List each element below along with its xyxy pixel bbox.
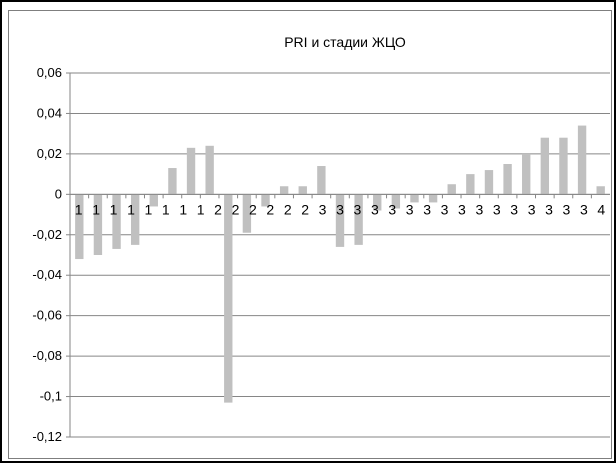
x-category-label: 2 xyxy=(284,201,292,217)
x-category-label: 3 xyxy=(580,201,588,217)
bar xyxy=(503,164,512,195)
y-tick-label: -0,08 xyxy=(32,348,62,363)
bar xyxy=(149,194,158,207)
bar xyxy=(261,194,270,207)
bar xyxy=(335,194,345,247)
bar xyxy=(205,145,214,195)
axes xyxy=(69,73,610,437)
x-category-label: 1 xyxy=(162,201,170,217)
x-category-label: 2 xyxy=(266,201,274,217)
bar xyxy=(112,194,121,249)
x-category-label: 1 xyxy=(127,201,135,217)
bar xyxy=(354,194,363,245)
x-category-label: 1 xyxy=(197,201,205,217)
bar xyxy=(522,153,531,195)
y-tick-label: -0,04 xyxy=(32,267,62,282)
bar xyxy=(168,168,177,195)
x-category-label: 3 xyxy=(441,201,449,217)
x-category-label: 3 xyxy=(336,201,344,217)
bar xyxy=(93,194,103,255)
bar xyxy=(540,137,550,195)
y-axis-tick-labels: 0,06 0,04 0,02 0 -0,02 -0,04 -0,06 -0,08 -0,1 -0,… xyxy=(32,65,62,444)
x-category-label: 2 xyxy=(214,201,222,217)
bar xyxy=(186,147,196,195)
bar xyxy=(596,186,605,195)
y-tick-label: -0,02 xyxy=(32,227,62,242)
bar xyxy=(484,170,494,195)
bar xyxy=(279,186,289,195)
x-category-label: 3 xyxy=(563,201,571,217)
x-category-label: 1 xyxy=(144,201,152,217)
x-category-label: 2 xyxy=(232,201,240,217)
chart-title: PRI и стадии ЖЦО xyxy=(284,34,406,50)
bar xyxy=(428,194,438,203)
x-category-label: 1 xyxy=(179,201,187,217)
bar xyxy=(242,194,252,233)
bar xyxy=(466,174,475,195)
x-category-label: 3 xyxy=(406,201,414,217)
x-category-label: 3 xyxy=(545,201,553,217)
bar xyxy=(410,194,419,203)
bar xyxy=(373,194,382,211)
y-tick-label: -0,06 xyxy=(32,308,62,323)
x-category-label: 2 xyxy=(301,201,309,217)
x-category-label: 3 xyxy=(423,201,431,217)
x-category-label: 3 xyxy=(319,201,327,217)
x-category-label: 3 xyxy=(493,201,501,217)
x-category-label: 1 xyxy=(75,201,83,217)
bar xyxy=(391,194,401,209)
bar xyxy=(577,125,587,195)
y-tick-label: -0,12 xyxy=(32,429,62,444)
x-category-label: 4 xyxy=(597,201,605,217)
bar xyxy=(317,166,326,195)
y-tick-label: 0,02 xyxy=(37,146,62,161)
bar xyxy=(447,184,456,195)
y-tick-label: 0 xyxy=(55,186,62,201)
x-category-label: 2 xyxy=(249,201,257,217)
y-tick-label: 0,04 xyxy=(37,105,62,120)
x-category-label: 3 xyxy=(475,201,483,217)
x-category-label: 3 xyxy=(528,201,536,217)
x-category-label: 3 xyxy=(354,201,362,217)
x-category-label: 3 xyxy=(371,201,379,217)
y-tick-label: -0,1 xyxy=(40,389,62,404)
x-category-label: 3 xyxy=(388,201,396,217)
x-category-label: 1 xyxy=(92,201,100,217)
gridlines xyxy=(66,72,610,438)
bar xyxy=(130,194,140,245)
bar xyxy=(559,137,568,195)
y-tick-label: 0,06 xyxy=(37,65,62,80)
x-category-label: 3 xyxy=(510,201,518,217)
bar xyxy=(298,186,307,195)
bar xyxy=(224,194,233,403)
x-category-label: 1 xyxy=(110,201,118,217)
x-category-label: 3 xyxy=(458,201,466,217)
bar xyxy=(75,194,84,260)
bars xyxy=(75,125,605,403)
